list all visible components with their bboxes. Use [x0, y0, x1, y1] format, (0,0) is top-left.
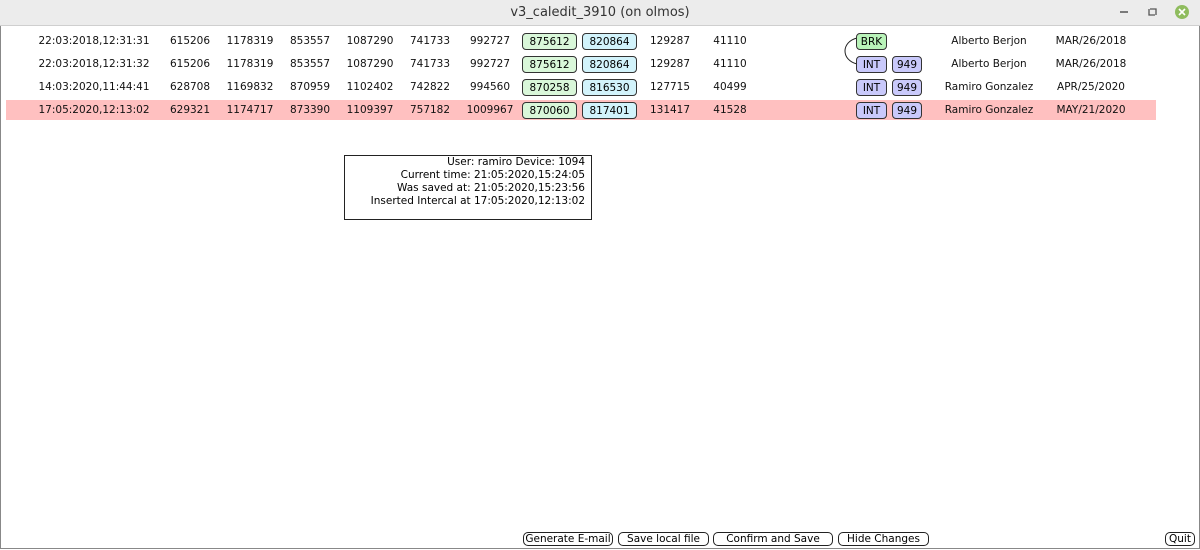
number-cell: 742822 [409, 81, 451, 93]
tag[interactable]: INT [856, 56, 887, 73]
number-cell: 615206 [169, 58, 211, 70]
number-cell: 870959 [289, 81, 331, 93]
tag[interactable]: INT [856, 79, 887, 96]
number-cell: 994560 [469, 81, 511, 93]
number-cell: 629321 [169, 104, 211, 116]
tag[interactable]: 949 [892, 102, 922, 119]
info-line: Current time: 21:05:2020,15:24:05 [400, 169, 585, 181]
button[interactable]: Confirm and Save [713, 532, 833, 546]
button[interactable]: Save local file [618, 532, 709, 546]
maximize-icon[interactable] [1148, 8, 1157, 16]
date: MAR/26/2018 [1055, 58, 1127, 70]
green-value: 870258 [522, 79, 577, 96]
title-bar: v3_caledit_3910 (on olmos) [0, 0, 1200, 26]
button[interactable]: Generate E-mail [523, 532, 613, 546]
tag[interactable]: BRK [856, 33, 887, 50]
cyan-value: 820864 [582, 33, 637, 50]
number-cell: 129287 [649, 35, 691, 47]
user-name: Ramiro Gonzalez [944, 81, 1034, 93]
button[interactable]: Quit [1165, 532, 1195, 546]
connector-layer [844, 37, 858, 65]
green-value: 870060 [522, 102, 577, 119]
number-cell: 1174717 [226, 104, 274, 116]
number-cell: 41528 [713, 104, 747, 116]
info-line: Inserted Intercal at 17:05:2020,12:13:02 [370, 195, 585, 207]
number-cell: 1178319 [226, 58, 274, 70]
info-line: User: ramiro Device: 1094 [447, 156, 585, 168]
cyan-value: 817401 [582, 102, 637, 119]
green-value: 875612 [522, 56, 577, 73]
timestamp: 14:03:2020,11:44:41 [38, 81, 150, 93]
number-cell: 1009967 [466, 104, 514, 116]
number-cell: 1087290 [346, 58, 394, 70]
tag[interactable]: 949 [892, 56, 922, 73]
number-cell: 40499 [713, 81, 747, 93]
number-cell: 741733 [409, 58, 451, 70]
number-cell: 1087290 [346, 35, 394, 47]
close-icon [1178, 8, 1186, 16]
number-cell: 1178319 [226, 35, 274, 47]
number-cell: 853557 [289, 58, 331, 70]
link-arrow [844, 37, 858, 65]
timestamp: 17:05:2020,12:13:02 [38, 104, 150, 116]
number-cell: 131417 [649, 104, 691, 116]
number-cell: 757182 [409, 104, 451, 116]
number-cell: 129287 [649, 58, 691, 70]
user-name: Alberto Berjon [951, 35, 1027, 47]
number-cell: 127715 [649, 81, 691, 93]
date: MAR/26/2018 [1055, 35, 1127, 47]
cyan-value: 820864 [582, 56, 637, 73]
green-value: 875612 [522, 33, 577, 50]
window-title: v3_caledit_3910 (on olmos) [510, 5, 690, 20]
number-cell: 615206 [169, 35, 211, 47]
number-cell: 992727 [469, 58, 511, 70]
tag[interactable]: INT [856, 102, 887, 119]
number-cell: 873390 [289, 104, 331, 116]
tag[interactable]: 949 [892, 79, 922, 96]
number-cell: 1102402 [346, 81, 394, 93]
number-cell: 853557 [289, 35, 331, 47]
cyan-value: 816530 [582, 79, 637, 96]
content: 22:03:2018,12:31:31 615206 1178319 853557 10… [0, 26, 1200, 549]
number-cell: 1109397 [346, 104, 394, 116]
number-cell: 992727 [469, 35, 511, 47]
timestamp: 22:03:2018,12:31:31 [38, 35, 150, 47]
user-name: Ramiro Gonzalez [944, 104, 1034, 116]
number-cell: 741733 [409, 35, 451, 47]
number-cell: 628708 [169, 81, 211, 93]
info-box: User: ramiro Device: 1094 Current time: 2… [344, 155, 592, 220]
info-line: Was saved at: 21:05:2020,15:23:56 [397, 182, 585, 194]
number-cell: 41110 [713, 58, 747, 70]
timestamp: 22:03:2018,12:31:32 [38, 58, 150, 70]
number-cell: 41110 [713, 35, 747, 47]
number-cell: 1169832 [226, 81, 274, 93]
window-controls [1120, 5, 1189, 19]
user-name: Alberto Berjon [951, 58, 1027, 70]
button[interactable]: Hide Changes [838, 532, 929, 546]
date: APR/25/2020 [1057, 81, 1125, 93]
date: MAY/21/2020 [1056, 104, 1126, 116]
